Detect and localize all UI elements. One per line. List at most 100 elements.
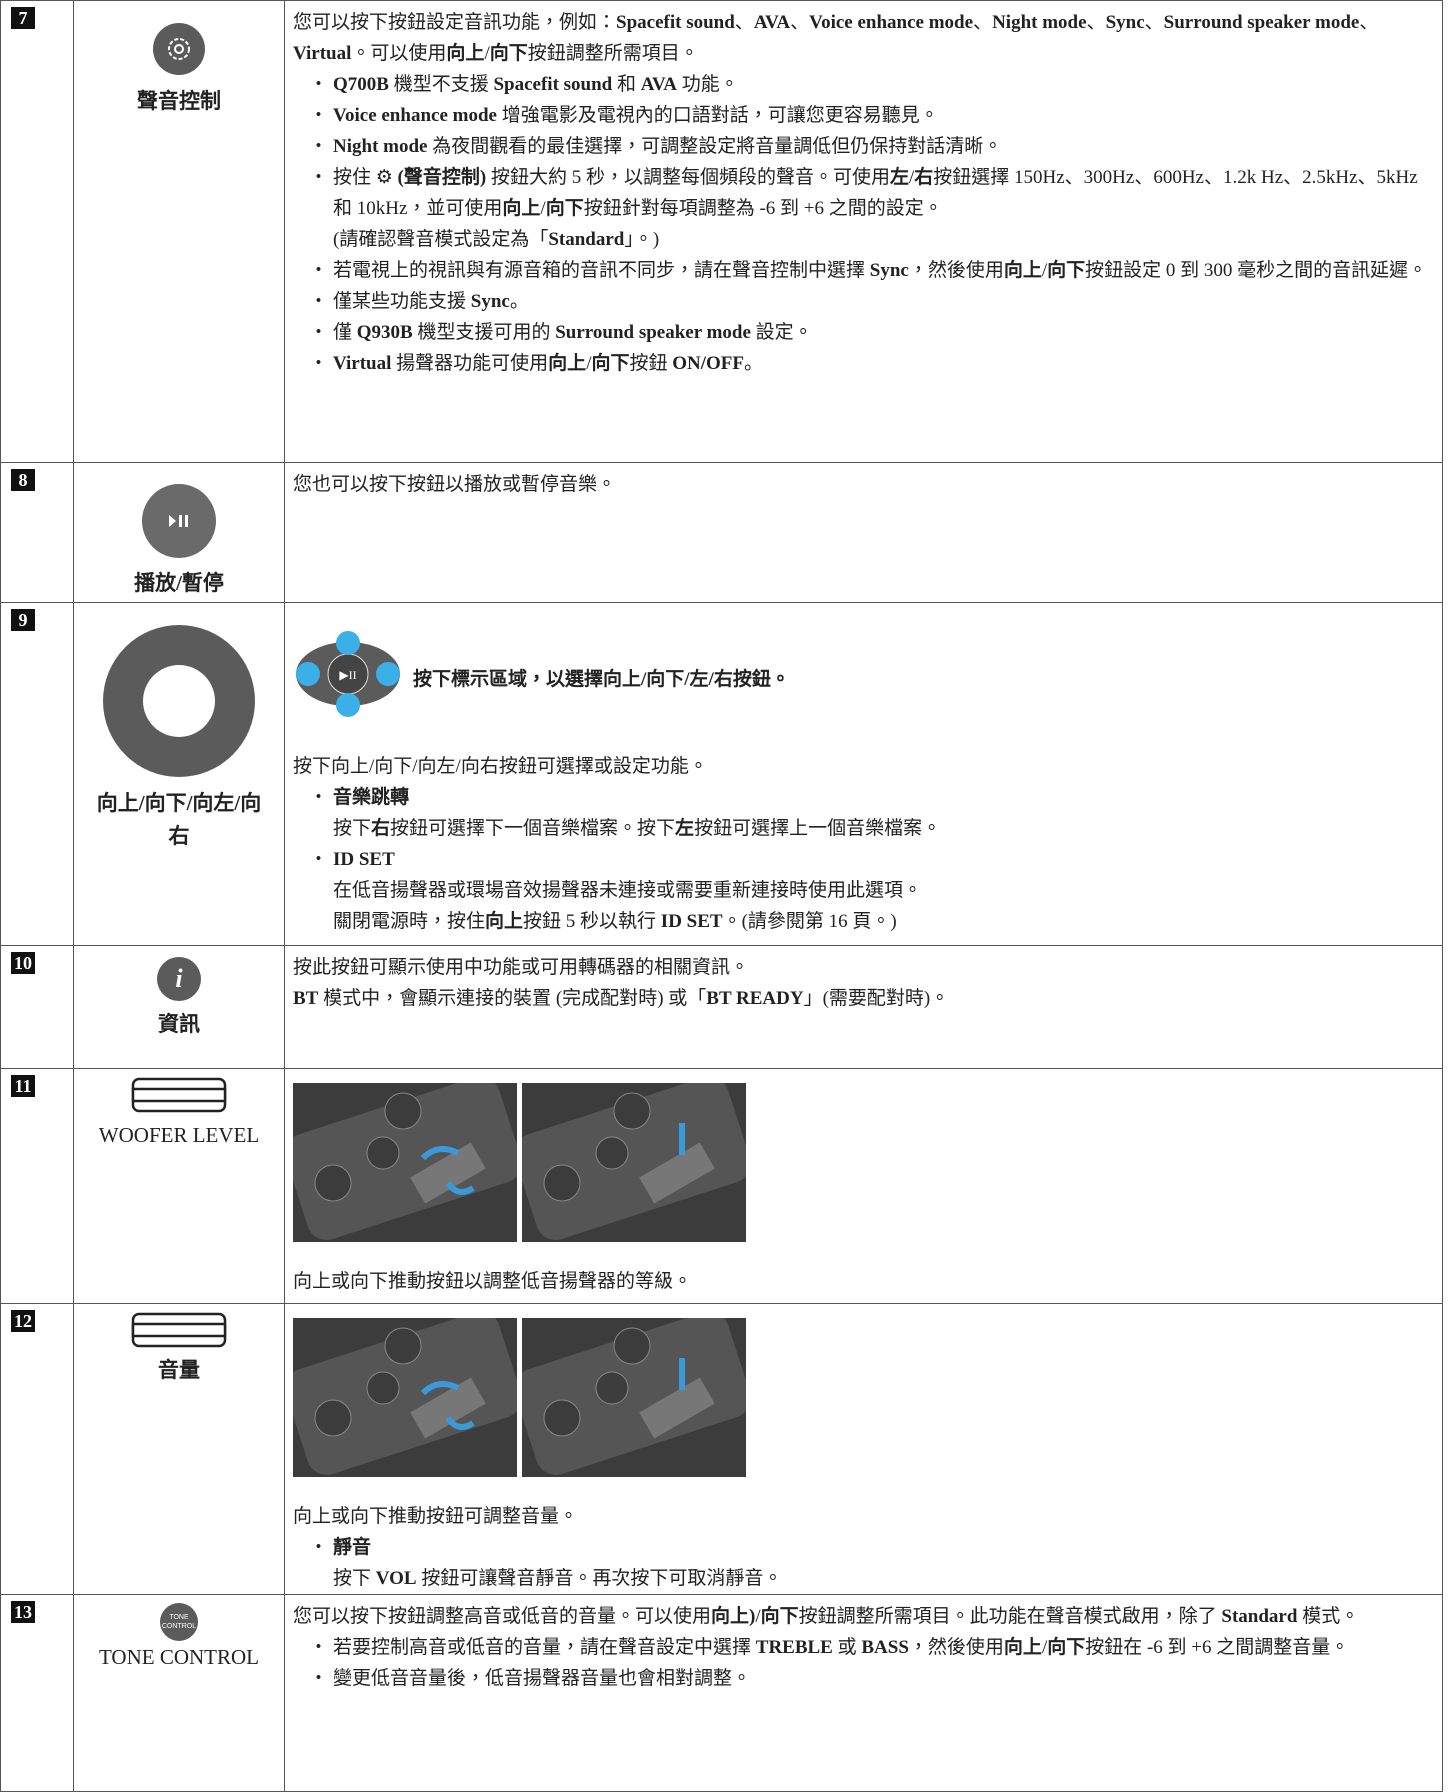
figure-caption: 按下標示區域，以選擇向上/向下/左/右按鈕。 <box>413 664 790 695</box>
item-number: 8 <box>11 469 35 491</box>
text-run: 按鈕可選擇上一個音樂檔案。 <box>694 818 942 839</box>
button-icon-part <box>131 1087 227 1103</box>
text-run: 按鈕調整所需項目。 <box>527 43 699 64</box>
button-icon-part <box>185 515 188 527</box>
text-run: WOOFER LEVEL <box>98 1123 260 1147</box>
text-run: 。 <box>509 291 529 312</box>
text-run: (請確認聲音模式設定為「 <box>333 229 549 250</box>
button-label: 音量 <box>75 1354 284 1387</box>
bold-run: 向下 <box>1047 1637 1086 1658</box>
remote-photo-part <box>445 1416 475 1430</box>
bold-run: 資訊 <box>158 1012 200 1036</box>
remote-photo-part <box>420 1146 460 1161</box>
text-run: 、 <box>1086 12 1106 33</box>
bold-run: (聲音控制) <box>397 167 487 188</box>
bold-run: 右 <box>914 167 934 188</box>
button-icon-part <box>143 665 215 737</box>
bold-run: 左 <box>889 167 909 188</box>
text-run: 按此按鈕可顯示使用中功能或可用轉碼器的相關資訊。 <box>293 957 750 978</box>
bold-run: Sync <box>869 260 909 281</box>
photos <box>285 1076 1432 1252</box>
button-icon-part <box>174 44 184 54</box>
text-run: 按鈕設定 0 到 300 毫秒之間的音訊延遲。 <box>1085 260 1428 281</box>
text-run: 按鈕 <box>629 353 673 374</box>
button-icon <box>75 1070 284 1120</box>
text-run: 您可以按下按鈕調整高音或低音的音量。可以使用 <box>293 1606 712 1627</box>
text-run: 模式。 <box>1297 1606 1360 1627</box>
bold-run: 向上 <box>548 353 587 374</box>
text-run: 。 <box>744 353 764 374</box>
button-icon <box>75 2 284 86</box>
text-run: ，然後使用 <box>908 260 1004 281</box>
bold-run: 向上 <box>485 911 524 932</box>
bold-run: 向上/向下/向左/向右 <box>96 791 262 848</box>
text-run: 模式中，會顯示連接的裝置 (完成配對時) 或「 <box>318 988 707 1009</box>
bold-run: 向下 <box>1047 260 1086 281</box>
item-number: 12 <box>11 1310 35 1332</box>
remote-photo-part <box>514 1311 751 1477</box>
bold-run: Virtual <box>333 353 392 374</box>
icon-cell: 向上/向下/向左/向右 <box>73 602 285 946</box>
bold-run: BASS <box>861 1637 909 1658</box>
text-run: 。(請參閱第 16 頁。) <box>722 911 897 932</box>
bullet-detail: 按下右按鈕可選擇下一個音樂檔案。按下左按鈕可選擇上一個音樂檔案。 <box>293 813 1432 844</box>
dpad-part <box>376 662 400 686</box>
button-icon <box>75 464 284 568</box>
paragraph: 您可以按下按鈕設定音訊功能，例如：Spacefit sound、AVA、Voic… <box>293 7 1432 69</box>
item-number: 7 <box>11 7 35 29</box>
text-run: 設定。 <box>750 322 813 343</box>
icon-cell: 播放/暫停 <box>73 462 285 603</box>
text-run: 按下 <box>333 818 372 839</box>
number-cell: 12 <box>0 1303 74 1595</box>
item-number: 11 <box>11 1075 35 1097</box>
bold-run: ID SET <box>660 911 723 932</box>
bold-run: 向上 <box>502 198 541 219</box>
bold-run: Night mode <box>992 12 1087 33</box>
button-icon: i <box>75 947 284 1009</box>
bold-run: BT <box>293 988 319 1009</box>
bold-run: 按下標示區域，以選擇向上/向下/左/右按鈕。 <box>413 668 790 690</box>
text-run: TONE CONTROL <box>98 1645 260 1669</box>
remote-photo-part <box>366 1371 400 1405</box>
description-cell: 您可以按下按鈕調整高音或低音的音量。可以使用向上)/向下按鈕調整所需項目。此功能… <box>284 1594 1443 1792</box>
text-run: 或 <box>832 1637 862 1658</box>
text-run: 若要控制高音或低音的音量，請在聲音設定中選擇 <box>333 1637 756 1658</box>
dpad-part: ▶II <box>339 668 356 682</box>
bold-run: 播放/暫停 <box>134 571 224 595</box>
bold-run: 靜音 <box>333 1537 372 1558</box>
remote-photo <box>514 1311 751 1487</box>
remote-photo-part <box>410 1142 486 1204</box>
button-label: 資訊 <box>75 1008 284 1041</box>
remote-photo-part <box>595 1136 629 1170</box>
bold-run: VOL <box>375 1568 417 1589</box>
text-run: 機型支援可用的 <box>412 322 556 343</box>
bold-run: 音樂跳轉 <box>333 787 410 808</box>
remote-photo-part <box>410 1377 486 1439</box>
text-run: / <box>908 167 915 188</box>
table-row: 8 播放/暫停 您也可以按下按鈕以播放或暫停音樂。 <box>0 462 1443 603</box>
icon-cell: 音量 <box>73 1303 285 1595</box>
number-cell: 13 <box>0 1594 74 1792</box>
dpad-part <box>336 631 360 655</box>
button-label: 向上/向下/向左/向右 <box>75 787 284 853</box>
bold-run: 向下 <box>591 353 630 374</box>
bold-run: 向下 <box>545 198 584 219</box>
number-cell: 10 <box>0 945 74 1069</box>
button-icon-part <box>131 1322 227 1338</box>
bold-run: Spacefit sound <box>616 12 735 33</box>
text-run: 您可以按下按鈕設定音訊功能，例如： <box>293 12 617 33</box>
text-run: 增強電影及電視內的口語對話，可讓您更容易聽見。 <box>496 105 939 126</box>
item-number: 9 <box>11 609 35 631</box>
text-run: / <box>586 353 592 374</box>
bullet-item: 音樂跳轉 <box>293 782 1432 813</box>
text-run: 」。) <box>624 229 660 250</box>
bullet-item: 靜音 <box>293 1532 1432 1563</box>
bullet-detail: (請確認聲音模式設定為「Standard」。) <box>293 224 1432 255</box>
button-label: WOOFER LEVEL <box>75 1119 284 1152</box>
button-icon-part <box>153 23 205 75</box>
bullet-item: 僅 Q930B 機型支援可用的 Surround speaker mode 設定… <box>293 317 1432 348</box>
description-cell: 向上或向下推動按鈕以調整低音揚聲器的等級。 <box>284 1068 1443 1304</box>
